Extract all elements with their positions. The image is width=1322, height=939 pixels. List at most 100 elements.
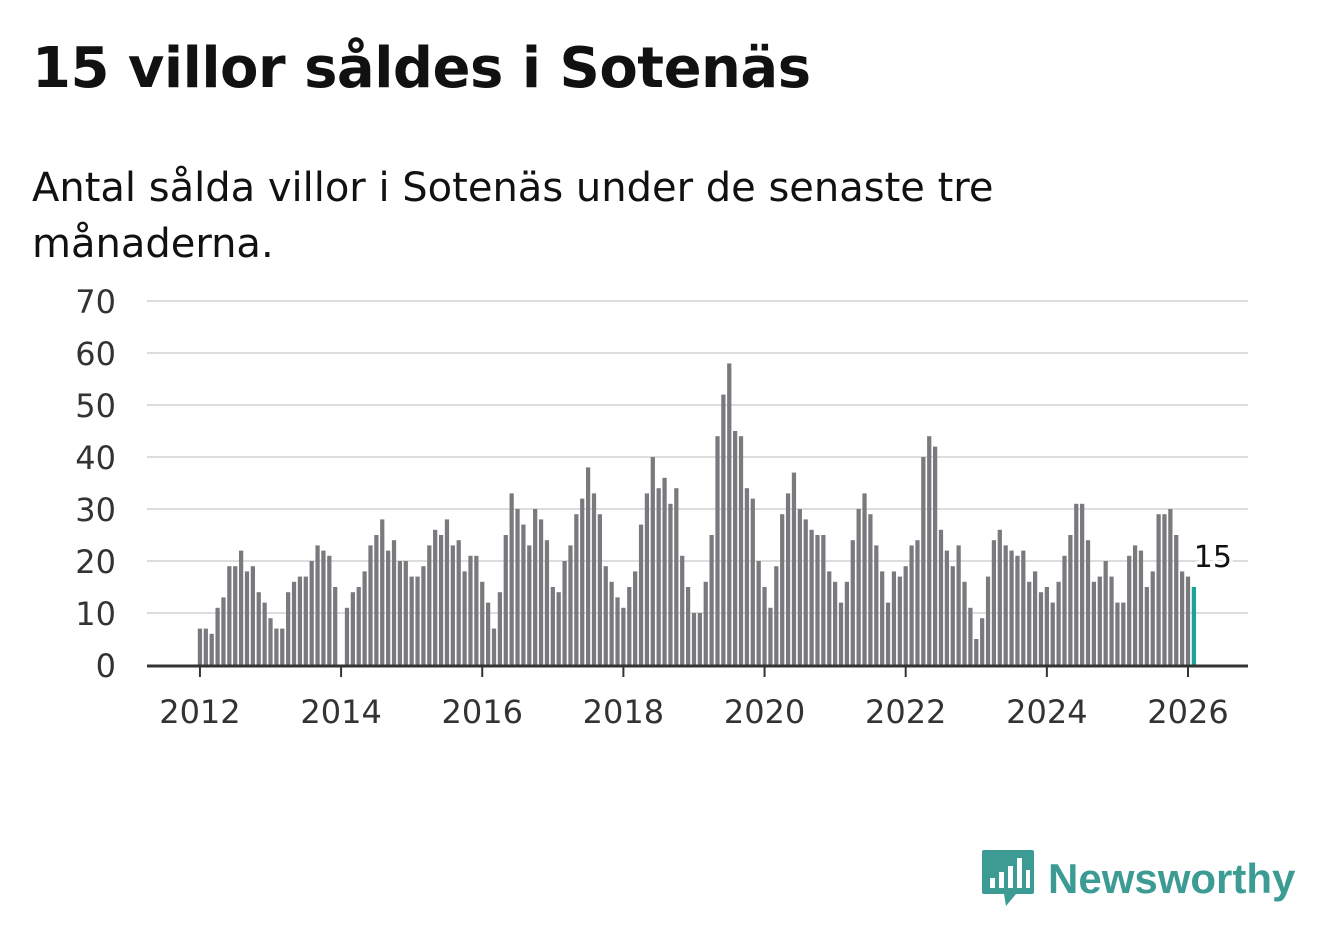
bar bbox=[321, 550, 326, 665]
bar bbox=[1156, 514, 1161, 665]
bar bbox=[785, 493, 791, 665]
bar bbox=[797, 509, 802, 665]
bar bbox=[297, 576, 303, 665]
bar bbox=[985, 576, 991, 665]
bar bbox=[262, 602, 267, 665]
bar bbox=[415, 576, 420, 665]
bar bbox=[462, 571, 467, 665]
bar bbox=[715, 436, 720, 665]
bar bbox=[1180, 571, 1185, 665]
bar bbox=[1144, 587, 1149, 665]
bar bbox=[438, 535, 444, 665]
y-tick-label: 60 bbox=[75, 335, 116, 373]
bar bbox=[838, 602, 844, 665]
x-tick-label: 2018 bbox=[583, 693, 664, 731]
bar bbox=[856, 509, 861, 665]
bar bbox=[474, 555, 479, 665]
bar bbox=[521, 524, 526, 665]
bar bbox=[709, 535, 714, 665]
bar bbox=[685, 587, 691, 665]
bar bbox=[897, 576, 902, 665]
bar bbox=[1038, 592, 1044, 665]
newsworthy-brand: Newsworthy bbox=[980, 848, 1295, 910]
bar bbox=[991, 540, 997, 665]
bar bbox=[721, 394, 726, 665]
bar bbox=[1185, 576, 1191, 665]
bar bbox=[1132, 545, 1138, 665]
bar bbox=[491, 628, 497, 665]
bar bbox=[233, 566, 238, 665]
bar bbox=[315, 545, 320, 665]
bar bbox=[615, 597, 620, 665]
bar bbox=[938, 529, 944, 665]
bar bbox=[1091, 581, 1097, 665]
bar bbox=[1032, 571, 1038, 665]
x-tick-label: 2020 bbox=[724, 693, 805, 731]
bar bbox=[921, 457, 926, 665]
bar bbox=[291, 581, 297, 665]
bar bbox=[256, 592, 261, 665]
bar bbox=[374, 535, 379, 665]
bar bbox=[791, 472, 797, 665]
bar bbox=[1162, 514, 1167, 665]
bar bbox=[468, 555, 473, 665]
x-tick-label: 2014 bbox=[300, 693, 381, 731]
bar bbox=[874, 545, 879, 665]
bar bbox=[327, 555, 332, 665]
highlight-bar bbox=[1191, 587, 1197, 665]
bar bbox=[215, 607, 220, 665]
bar bbox=[885, 602, 891, 665]
bar bbox=[544, 540, 550, 665]
bar bbox=[268, 618, 273, 665]
bar bbox=[274, 628, 279, 665]
bar bbox=[568, 545, 573, 665]
y-tick-label: 20 bbox=[75, 543, 116, 581]
bar bbox=[1009, 550, 1014, 665]
bar bbox=[950, 566, 955, 665]
x-tick-label: 2022 bbox=[865, 693, 946, 731]
bar bbox=[780, 514, 785, 665]
bar bbox=[738, 436, 744, 665]
bar bbox=[850, 540, 855, 665]
y-tick-label: 70 bbox=[75, 283, 116, 321]
bar bbox=[927, 436, 932, 665]
bar bbox=[286, 592, 291, 665]
bar bbox=[1074, 503, 1079, 665]
bar bbox=[203, 628, 208, 665]
bar bbox=[333, 587, 338, 665]
bar bbox=[815, 535, 820, 665]
highlight-value-label: 15 bbox=[1194, 540, 1232, 575]
bar bbox=[580, 498, 585, 665]
bar bbox=[833, 581, 838, 665]
bar bbox=[409, 576, 414, 665]
bar bbox=[403, 561, 408, 665]
bar bbox=[380, 519, 385, 665]
bar bbox=[1044, 587, 1049, 665]
bar bbox=[774, 566, 779, 665]
bar bbox=[974, 639, 979, 665]
bar bbox=[1138, 550, 1144, 665]
bar bbox=[1080, 503, 1085, 665]
bar bbox=[762, 587, 767, 665]
y-tick-label: 30 bbox=[75, 491, 116, 529]
bar bbox=[662, 477, 667, 665]
bar bbox=[1015, 555, 1020, 665]
y-tick-label: 50 bbox=[75, 387, 116, 425]
bar bbox=[603, 566, 608, 665]
bar bbox=[368, 545, 373, 665]
bar bbox=[591, 493, 597, 665]
bar bbox=[427, 545, 432, 665]
bar bbox=[227, 566, 232, 665]
bar bbox=[697, 613, 702, 665]
bar bbox=[727, 363, 732, 665]
bar bbox=[1150, 571, 1155, 665]
bar bbox=[362, 571, 367, 665]
bar bbox=[1174, 535, 1179, 665]
bar bbox=[1103, 561, 1108, 665]
bar bbox=[744, 488, 750, 665]
bar bbox=[1068, 535, 1073, 665]
bar bbox=[703, 581, 708, 665]
bar bbox=[691, 613, 697, 665]
bar bbox=[809, 529, 814, 665]
bar bbox=[397, 561, 403, 665]
